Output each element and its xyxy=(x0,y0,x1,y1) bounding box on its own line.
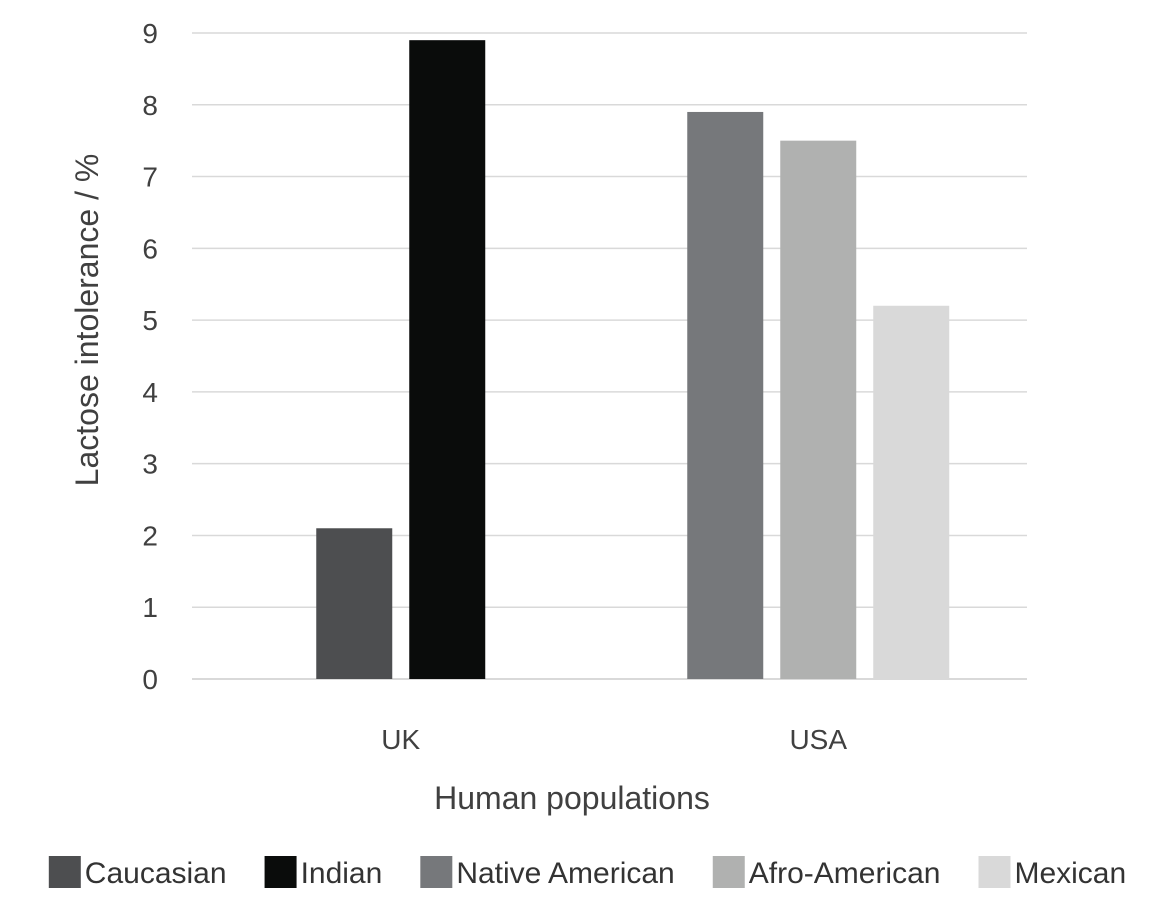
bar-native-american xyxy=(687,111,764,679)
y-tick-label: 4 xyxy=(142,377,158,408)
bars xyxy=(316,40,950,679)
y-tick-label: 9 xyxy=(142,18,158,49)
legend-swatch xyxy=(978,856,1011,888)
bar-mexican xyxy=(873,305,950,679)
legend-swatch xyxy=(264,856,297,888)
legend-swatch xyxy=(420,856,453,888)
y-tick-label: 0 xyxy=(142,664,158,695)
x-axis-tick-labels: UK USA xyxy=(381,724,847,755)
y-tick-label: 2 xyxy=(142,520,158,551)
legend-label: Afro-American xyxy=(749,857,941,890)
legend-label: Native American xyxy=(456,857,674,890)
x-tick-label: UK xyxy=(381,724,420,755)
legend-item-mexican: Mexican xyxy=(978,856,1126,890)
y-tick-label: 8 xyxy=(142,90,158,121)
legend-swatch xyxy=(48,856,81,888)
x-axis-title: Human populations xyxy=(434,780,710,816)
legend-label: Indian xyxy=(301,857,383,890)
legend: Caucasian Indian Native American Afro-Ameri… xyxy=(48,856,1126,890)
legend-label: Mexican xyxy=(1014,857,1126,890)
y-tick-label: 1 xyxy=(142,592,158,623)
y-tick-label: 7 xyxy=(142,162,158,193)
y-tick-label: 5 xyxy=(142,305,158,336)
legend-swatch xyxy=(712,856,745,888)
bar-afro-american xyxy=(780,140,857,679)
bar-indian xyxy=(409,40,486,679)
legend-item-native-american: Native American xyxy=(420,856,675,890)
legend-item-indian: Indian xyxy=(264,856,383,890)
legend-item-afro-american: Afro-American xyxy=(712,856,941,890)
x-tick-label: USA xyxy=(789,724,847,755)
y-tick-label: 6 xyxy=(142,233,158,264)
y-axis-tick-labels: 0 1 2 3 4 5 6 7 8 9 xyxy=(142,18,158,695)
y-tick-label: 3 xyxy=(142,449,158,480)
bar-caucasian xyxy=(316,528,393,679)
legend-label: Caucasian xyxy=(85,857,227,890)
y-axis-title: Lactose intolerance / % xyxy=(69,154,105,487)
legend-item-caucasian: Caucasian xyxy=(48,856,227,890)
